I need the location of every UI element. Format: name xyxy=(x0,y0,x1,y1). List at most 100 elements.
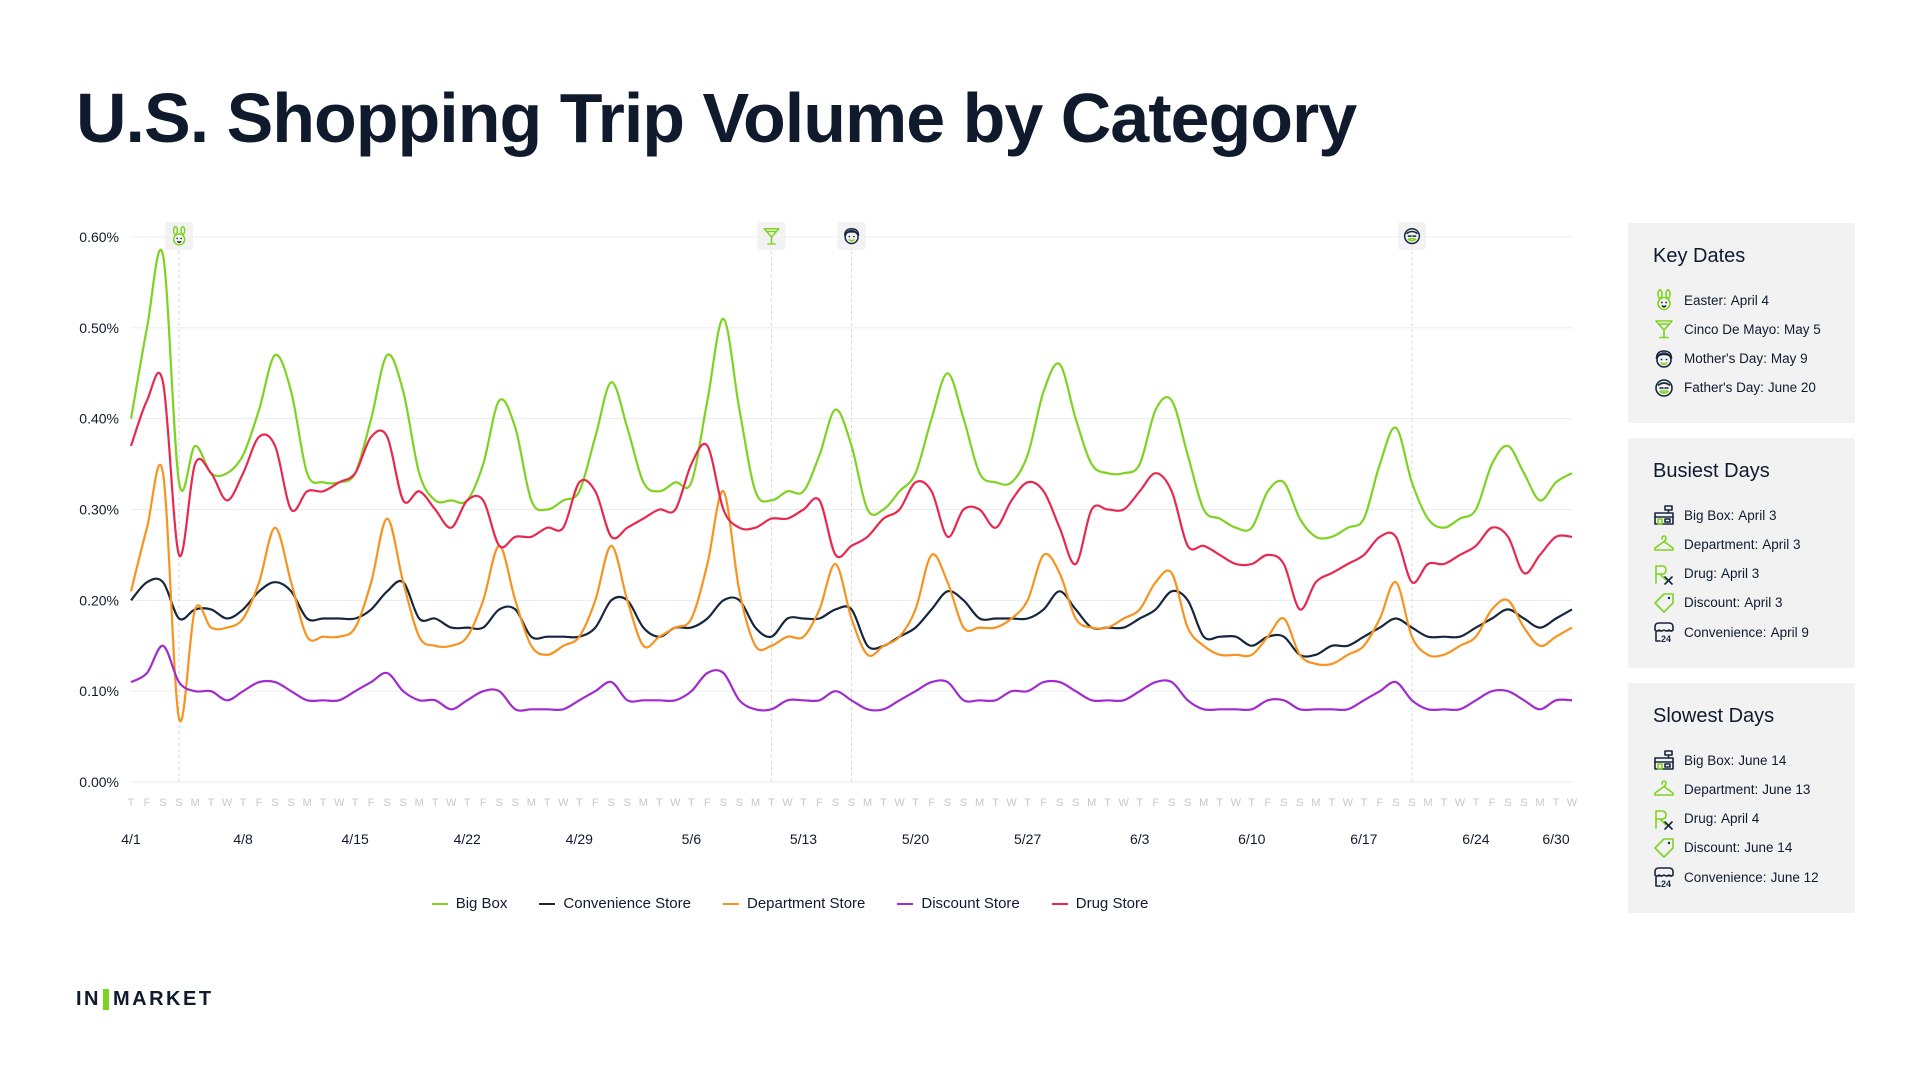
legend-label: Convenience Store xyxy=(563,895,691,912)
day-letter: T xyxy=(544,797,551,809)
series-line-department xyxy=(129,463,1573,723)
day-letter: S xyxy=(175,797,182,809)
x-date-label: 4/22 xyxy=(454,831,481,847)
day-letter: T xyxy=(1024,797,1031,809)
day-letter: M xyxy=(975,797,984,809)
day-letter: M xyxy=(1423,797,1432,809)
x-date-label: 6/30 xyxy=(1542,831,1569,847)
day-letter: W xyxy=(894,797,905,809)
day-letter: T xyxy=(768,797,775,809)
day-letter: S xyxy=(944,797,951,809)
key-date-row: Easter: April 4 xyxy=(1653,289,1769,311)
day-letter: S xyxy=(960,797,967,809)
day-letter: W xyxy=(1343,797,1354,809)
bunny-icon xyxy=(1657,289,1671,311)
rx-icon xyxy=(1655,564,1673,585)
legend-swatch xyxy=(539,902,556,905)
slowest-day-row: Department: June 13 xyxy=(1653,778,1810,800)
day-letter: M xyxy=(1087,797,1096,809)
father-icon xyxy=(1403,228,1421,245)
line-chart: 0.00%0.10%0.20%0.30%0.40%0.50%0.60%T F S S M… xyxy=(79,222,1578,847)
slowest-day-date: June 13 xyxy=(1762,781,1811,797)
day-letter: S xyxy=(384,797,391,809)
y-tick-label: 0.50% xyxy=(79,320,119,336)
event-marker-badge xyxy=(1397,222,1426,250)
slowest-day-date: April 4 xyxy=(1721,811,1760,827)
day-letter: T xyxy=(1248,797,1255,809)
day-letter: T xyxy=(656,797,663,809)
hanger-icon xyxy=(1654,535,1674,552)
day-letter: S xyxy=(1072,797,1079,809)
busiest-day-name: Convenience: xyxy=(1684,624,1767,640)
x-date-label: 4/8 xyxy=(233,831,253,847)
day-letter: W xyxy=(1006,797,1017,809)
day-letter: T xyxy=(1328,797,1335,809)
legend-label: Department Store xyxy=(746,895,866,912)
legend-swatch xyxy=(897,902,914,905)
day-letter: S xyxy=(1184,797,1191,809)
slowest-day-date: June 12 xyxy=(1770,869,1819,885)
slowest-days-panel: Slowest Days Big Box: June 14 Department: J… xyxy=(1628,683,1855,913)
mother-icon xyxy=(1655,349,1673,368)
day-letter: S xyxy=(1056,797,1063,809)
day-letter: F xyxy=(704,797,711,809)
busiest-day-row: Drug: April 3 xyxy=(1653,563,1759,585)
busiest-day-row: 24 Convenience: April 9 xyxy=(1653,621,1809,643)
father-icon xyxy=(1655,379,1673,397)
key-date-date: June 20 xyxy=(1767,380,1816,396)
hanger-icon xyxy=(1654,780,1674,797)
day-letter: T xyxy=(1136,797,1143,809)
busiest-day-date: April 9 xyxy=(1770,624,1809,640)
busiest-day-name: Department: xyxy=(1684,536,1759,552)
day-letter: T xyxy=(352,797,359,809)
x-date-label: 6/3 xyxy=(1130,831,1150,847)
day-letter: S xyxy=(1280,797,1287,809)
x-date-label: 5/27 xyxy=(1014,831,1041,847)
x-date-label: 6/10 xyxy=(1238,831,1265,847)
store-icon xyxy=(1654,505,1674,525)
key-dates-heading: Key Dates xyxy=(1653,245,1746,267)
day-letter: T xyxy=(1360,797,1367,809)
day-letter: T xyxy=(240,797,247,809)
series-line-drug xyxy=(129,371,1573,611)
logo-bar xyxy=(103,989,109,1010)
key-date-name: Mother's Day: xyxy=(1684,351,1767,367)
convenience-24-icon: 24 xyxy=(1654,867,1674,888)
day-letter: S xyxy=(1168,797,1175,809)
y-tick-label: 0.30% xyxy=(79,502,119,518)
day-letter: T xyxy=(992,797,999,809)
day-letter: M xyxy=(303,797,312,809)
x-date-label: 4/15 xyxy=(342,831,369,847)
key-date-date: May 9 xyxy=(1770,351,1808,367)
slowest-day-name: Convenience: xyxy=(1684,869,1767,885)
day-letter: M xyxy=(639,797,648,809)
day-letter: S xyxy=(271,797,278,809)
slowest-day-name: Big Box: xyxy=(1684,752,1735,768)
key-date-row: Cinco De Mayo: May 5 xyxy=(1653,318,1821,340)
day-letter: S xyxy=(1520,797,1527,809)
day-letter: W xyxy=(670,797,681,809)
busiest-day-name: Big Box: xyxy=(1684,507,1735,523)
event-marker-badge xyxy=(165,222,194,250)
legend-label: Drug Store xyxy=(1075,895,1149,912)
y-tick-label: 0.60% xyxy=(79,229,119,245)
day-letter: F xyxy=(1152,797,1159,809)
x-date-label: 5/13 xyxy=(790,831,817,847)
busiest-day-date: April 3 xyxy=(1738,507,1777,523)
x-date-label: 6/24 xyxy=(1462,831,1489,847)
day-letter: S xyxy=(1408,797,1415,809)
day-letter: F xyxy=(144,797,151,809)
day-letter: M xyxy=(751,797,760,809)
slowest-day-row: Drug: April 4 xyxy=(1653,808,1759,830)
key-dates-panel: Key Dates Easter: April 4 Cinco De Mayo: Ma… xyxy=(1628,223,1855,423)
day-letter: W xyxy=(446,797,457,809)
day-letter: T xyxy=(208,797,215,809)
series-line-discount xyxy=(130,644,1573,712)
key-date-name: Easter: xyxy=(1684,292,1727,308)
legend-item-discount: Discount Store xyxy=(897,895,1020,912)
slowest-day-name: Discount: xyxy=(1684,840,1741,856)
day-letter: T xyxy=(1104,797,1111,809)
day-letter: F xyxy=(1489,797,1496,809)
busiest-day-date: April 3 xyxy=(1721,566,1760,582)
logo-text-left: IN xyxy=(76,988,101,1010)
